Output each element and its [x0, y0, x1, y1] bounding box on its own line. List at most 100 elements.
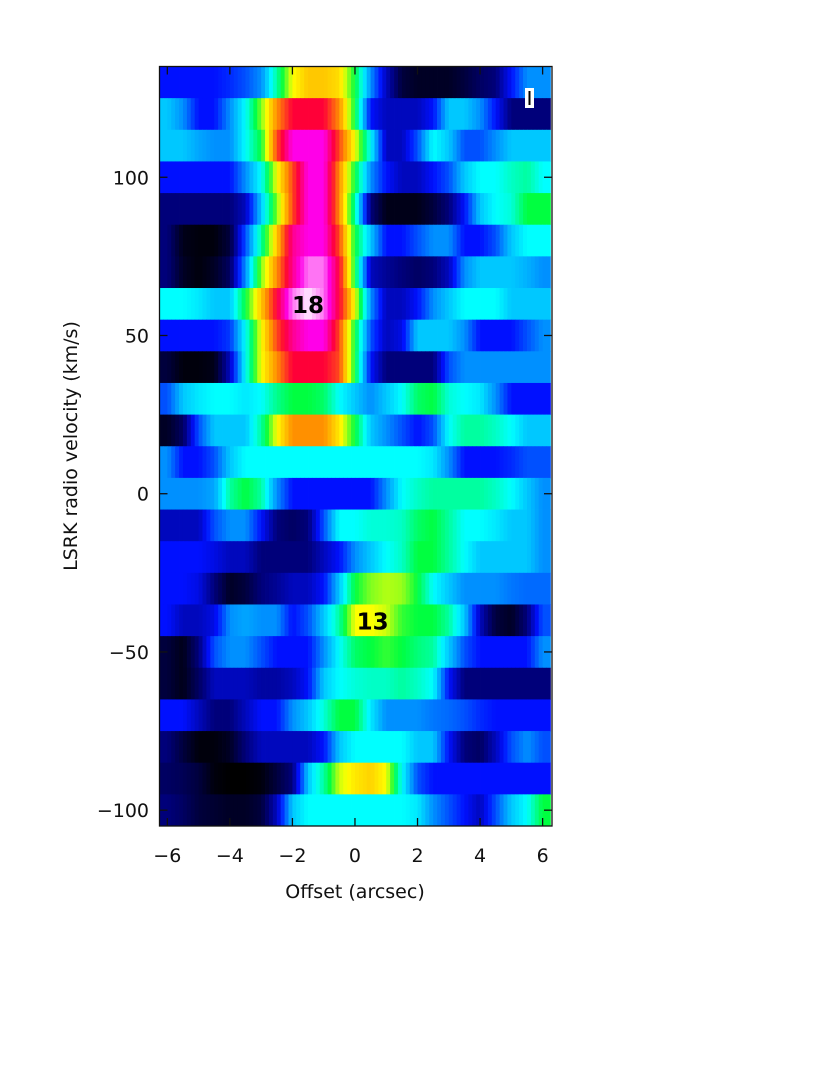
heatmap-cell — [171, 224, 176, 257]
heatmap-cell — [280, 446, 285, 479]
heatmap-cell — [179, 319, 184, 352]
heatmap-cell — [288, 288, 293, 321]
heatmap-cell — [378, 382, 383, 416]
heatmap-cell — [280, 477, 285, 510]
heatmap-cell — [519, 161, 524, 194]
heatmap-cell — [413, 731, 418, 764]
heatmap-cell — [456, 224, 461, 257]
heatmap-cell — [327, 98, 332, 131]
heatmap-cell — [472, 572, 477, 605]
heatmap-cell — [386, 541, 391, 574]
heatmap-cell — [237, 66, 242, 99]
heatmap-cell — [437, 193, 442, 226]
heatmap-cell — [327, 731, 332, 764]
heatmap-cell — [198, 699, 203, 732]
heatmap-cell — [538, 699, 544, 732]
heatmap-cell — [296, 636, 301, 669]
heatmap-cell — [401, 572, 407, 605]
heatmap-cell — [405, 794, 411, 827]
heatmap-cell — [222, 762, 227, 795]
x-tick-label: −2 — [278, 845, 306, 867]
heatmap-cell — [460, 699, 465, 732]
heatmap-cell — [511, 477, 516, 510]
heatmap-cell — [268, 256, 274, 289]
heatmap-cell — [276, 446, 282, 479]
heatmap-cell — [276, 572, 282, 605]
heatmap-cell — [198, 414, 203, 447]
heatmap-cell — [530, 288, 536, 321]
heatmap-cell — [507, 224, 512, 257]
heatmap-cell — [401, 762, 407, 795]
heatmap-cell — [331, 66, 336, 99]
heatmap-cell — [425, 762, 430, 795]
heatmap-cell — [495, 699, 501, 732]
heatmap-cell — [499, 604, 504, 637]
heatmap-cell — [523, 193, 528, 226]
heatmap-cell — [190, 667, 196, 700]
heatmap-cell — [257, 541, 262, 574]
heatmap-cell — [171, 794, 176, 827]
heatmap-cell — [225, 382, 231, 416]
heatmap-cell — [386, 256, 391, 289]
heatmap-cell — [276, 256, 282, 289]
heatmap-cell — [386, 794, 391, 827]
heatmap-cell — [237, 193, 242, 226]
heatmap-cell — [257, 762, 262, 795]
heatmap-cell — [530, 319, 536, 352]
heatmap-cell — [409, 288, 415, 321]
heatmap-cell — [483, 98, 489, 131]
heatmap-cell — [351, 319, 356, 352]
heatmap-cell — [335, 351, 340, 384]
heatmap-cell — [272, 636, 278, 669]
heatmap-cell — [530, 541, 536, 574]
heatmap-cell — [366, 572, 372, 605]
heatmap-cell — [464, 382, 469, 416]
heatmap-cell — [218, 667, 223, 700]
heatmap-cell — [351, 446, 356, 479]
heatmap-cell — [296, 288, 301, 321]
heatmap-cell — [198, 604, 203, 637]
heatmap-cell — [440, 256, 446, 289]
heatmap-cell — [237, 731, 242, 764]
heatmap-cell — [413, 256, 418, 289]
heatmap-cell — [448, 66, 454, 99]
heatmap-cell — [229, 319, 235, 352]
heatmap-cell — [472, 414, 477, 447]
heatmap-cell — [382, 731, 387, 764]
heatmap-cell — [503, 762, 508, 795]
heatmap-cell — [214, 224, 219, 257]
heatmap-cell — [417, 446, 422, 479]
heatmap-cell — [456, 604, 461, 637]
heatmap-cell — [437, 98, 442, 131]
heatmap-cell — [397, 129, 403, 162]
heatmap-cell — [495, 129, 501, 162]
heatmap-cell — [452, 667, 458, 700]
heatmap-cell — [425, 256, 430, 289]
heatmap-cell — [366, 66, 372, 99]
heatmap-cell — [167, 382, 172, 416]
heatmap-cell — [499, 667, 504, 700]
heatmap-cell — [202, 699, 207, 732]
heatmap-cell — [507, 477, 512, 510]
heatmap-cell — [440, 572, 446, 605]
heatmap-cell — [534, 446, 540, 479]
heatmap-cell — [542, 98, 547, 131]
heatmap-cell — [179, 794, 184, 827]
heatmap-cell — [315, 762, 321, 795]
heatmap-cell — [362, 572, 368, 605]
heatmap-cell — [218, 509, 223, 542]
heatmap-cell — [487, 731, 493, 764]
heatmap-cell — [323, 572, 329, 605]
heatmap-cell — [257, 382, 262, 416]
heatmap-cell — [366, 762, 372, 795]
heatmap-cell — [331, 98, 336, 131]
heatmap-cell — [268, 161, 274, 194]
heatmap-cell — [542, 224, 547, 257]
heatmap-cell — [417, 762, 422, 795]
heatmap-cell — [194, 541, 199, 574]
heatmap-cell — [304, 161, 309, 194]
heatmap-cell — [194, 414, 199, 447]
heatmap-cell — [542, 193, 547, 226]
heatmap-cell — [358, 762, 364, 795]
heatmap-cell — [546, 699, 551, 732]
